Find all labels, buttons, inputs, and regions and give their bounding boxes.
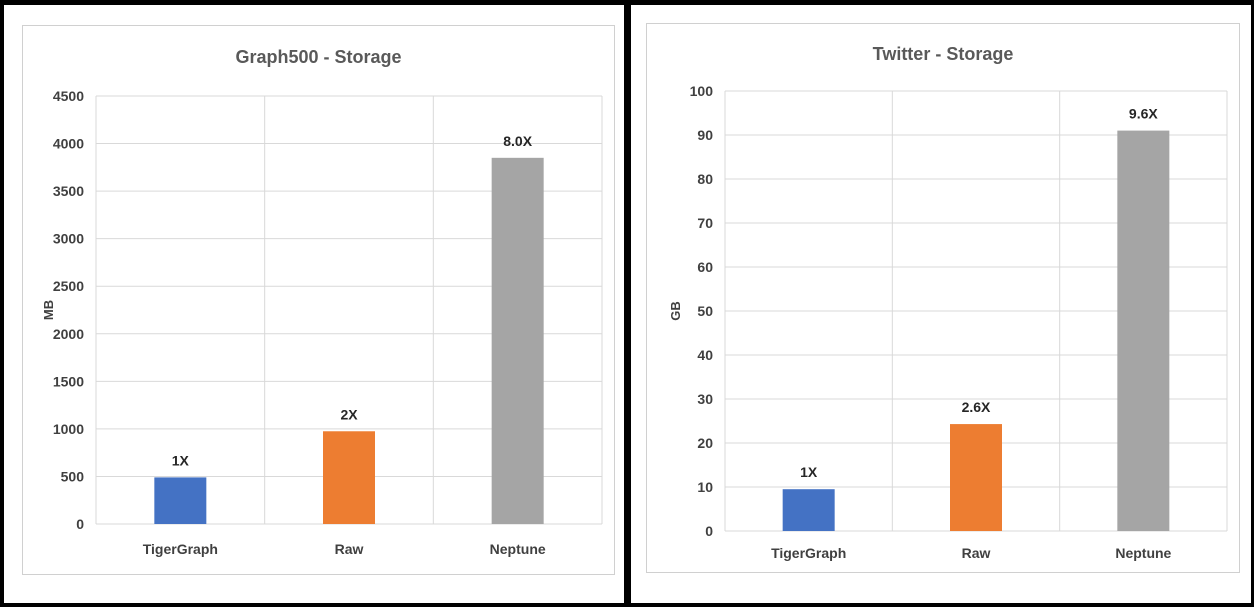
chart-panel-twitter: Twitter - Storage 0 10 20 30 40 50 60 70 80 90 100 G…	[631, 5, 1251, 603]
y-tick-label: 100	[690, 83, 714, 99]
data-label: 2X	[340, 406, 358, 422]
bar-raw	[323, 431, 375, 524]
chart-area-graph500: Graph500 - Storage 0 500 1000 1500 2000 2500 30…	[22, 25, 615, 575]
category-label: TigerGraph	[771, 545, 846, 561]
y-axis-label: GB	[668, 301, 683, 321]
chart-panel-graph500: Graph500 - Storage 0 500 1000 1500 2000 2500 30…	[4, 5, 624, 603]
y-tick-label: 0	[76, 516, 84, 532]
y-tick-label: 90	[697, 127, 713, 143]
chart-title: Twitter - Storage	[873, 44, 1014, 64]
chart-area-twitter: Twitter - Storage 0 10 20 30 40 50 60 70 80 90 100 G…	[646, 23, 1240, 573]
y-tick-label: 4000	[53, 136, 84, 152]
data-label: 1X	[172, 452, 190, 468]
data-label: 8.0X	[503, 133, 532, 149]
category-label: Neptune	[490, 541, 546, 557]
bar-tigergraph	[782, 489, 835, 531]
y-tick-label: 1000	[53, 421, 84, 437]
y-tick-label: 2500	[53, 278, 84, 294]
y-tick-label: 60	[697, 259, 713, 275]
data-label: 1X	[800, 464, 818, 480]
bar-raw	[950, 424, 1002, 531]
y-tick-label: 10	[697, 479, 713, 495]
bar-chart-twitter: Twitter - Storage 0 10 20 30 40 50 60 70 80 90 100 G…	[668, 44, 1228, 561]
y-tick-label: 30	[697, 391, 713, 407]
y-tick-label: 70	[697, 215, 713, 231]
data-label: 2.6X	[962, 399, 991, 415]
y-tick-label: 50	[697, 303, 713, 319]
category-label: Neptune	[1115, 545, 1171, 561]
bar-neptune	[1117, 130, 1170, 531]
category-label: Raw	[335, 541, 364, 557]
bar-neptune	[491, 157, 544, 525]
y-tick-label: 20	[697, 435, 713, 451]
y-tick-label: 1500	[53, 373, 84, 389]
y-tick-label: 3000	[53, 231, 84, 247]
category-label: TigerGraph	[143, 541, 218, 557]
bar-chart-graph500: Graph500 - Storage 0 500 1000 1500 2000 2500 30…	[41, 47, 603, 557]
bar-tigergraph	[154, 477, 207, 524]
y-tick-label: 500	[61, 468, 85, 484]
y-tick-label: 80	[697, 171, 713, 187]
y-tick-label: 4500	[53, 88, 84, 104]
y-tick-label: 3500	[53, 183, 84, 199]
y-tick-label: 40	[697, 347, 713, 363]
y-axis-label: MB	[41, 300, 56, 320]
y-tick-label: 0	[705, 523, 713, 539]
chart-title: Graph500 - Storage	[235, 47, 401, 67]
y-tick-label: 2000	[53, 326, 84, 342]
data-label: 9.6X	[1129, 106, 1158, 122]
category-label: Raw	[962, 545, 991, 561]
